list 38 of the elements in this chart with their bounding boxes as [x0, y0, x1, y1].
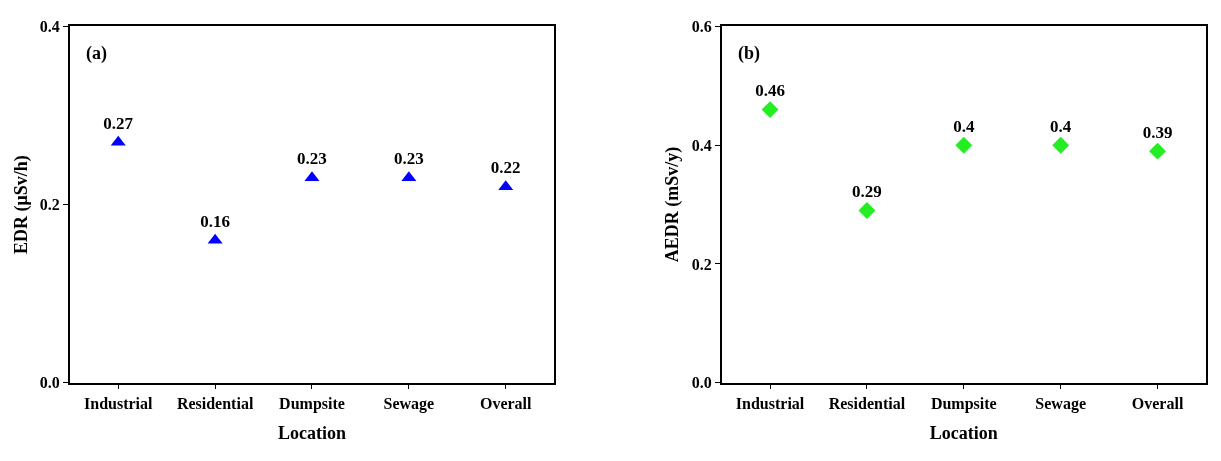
x-axis-title: Location	[277, 423, 346, 444]
data-label: 0.22	[490, 158, 521, 178]
data-label: 0.29	[852, 182, 882, 202]
annotation: (b)	[738, 43, 760, 64]
x-tick-label: Overall	[479, 394, 533, 412]
data-label: 0.46	[755, 81, 785, 101]
data-label: 0.27	[103, 113, 134, 133]
data-label: 0.23	[297, 149, 327, 169]
point	[955, 136, 973, 154]
x-tick-label: Dumpsite	[279, 394, 345, 413]
point	[761, 101, 779, 119]
x-tick-label: Sewage	[1035, 394, 1087, 413]
point	[1149, 142, 1167, 160]
x-tick-label: Residential	[828, 394, 906, 412]
point	[858, 202, 876, 219]
x-tick-label: Sewage	[383, 394, 435, 413]
y-tick-label: 0.6	[691, 18, 712, 36]
y-tick-label: 0.0	[39, 374, 60, 392]
x-tick-label: Dumpsite	[930, 394, 997, 413]
data-label: 0.16	[200, 211, 230, 231]
y-tick-label: 0.2	[39, 196, 60, 214]
x-tick-label: Industrial	[84, 394, 154, 412]
y-tick-label: 0.4	[691, 136, 712, 154]
data-label: 0.4	[1050, 116, 1072, 136]
x-tick-label: Residential	[176, 394, 254, 412]
point	[1052, 136, 1070, 154]
data-label: 0.23	[393, 149, 424, 169]
x-axis-title: Location	[929, 423, 998, 444]
y-tick-label: 0.2	[691, 255, 712, 273]
data-label: 0.39	[1142, 122, 1173, 142]
x-tick-label: Overall	[1131, 394, 1184, 412]
x-tick-label: Industrial	[735, 394, 805, 412]
y-axis-title: EDR (μSv/h)	[10, 155, 32, 254]
annotation: (a)	[86, 43, 107, 64]
data-label: 0.4	[953, 116, 975, 136]
y-tick-label: 0.0	[691, 374, 712, 392]
y-axis-title: AEDR (mSv/y)	[662, 146, 684, 263]
y-tick-label: 0.4	[39, 18, 60, 36]
